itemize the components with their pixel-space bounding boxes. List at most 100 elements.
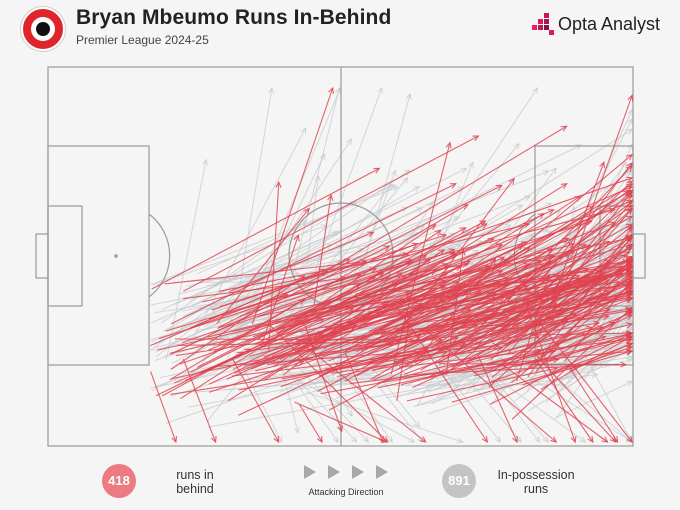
run-in-behind-arrow bbox=[502, 261, 634, 347]
run-in-behind-arrow bbox=[334, 271, 449, 315]
run-in-behind-arrow bbox=[291, 308, 472, 357]
run-in-behind-arrow bbox=[259, 234, 300, 350]
attacking-direction-label: Attacking Direction bbox=[308, 487, 384, 497]
run-in-behind-arrow bbox=[535, 358, 594, 444]
run-in-behind-arrow bbox=[328, 251, 576, 362]
run-in-behind-arrow bbox=[553, 342, 634, 373]
brentford-crest-icon bbox=[21, 7, 65, 51]
run-in-behind-arrow bbox=[291, 220, 487, 325]
page-title: Bryan Mbeumo Runs In-Behind bbox=[76, 6, 392, 29]
run-in-behind-arrow bbox=[183, 135, 480, 292]
play-arrow-icon bbox=[328, 465, 340, 479]
run-in-behind-arrow bbox=[151, 167, 381, 290]
run-in-behind-arrow bbox=[450, 322, 634, 368]
in-possession-label: In-possession runs bbox=[497, 468, 575, 496]
run-in-behind-arrow bbox=[567, 364, 619, 444]
run-in-behind-arrow bbox=[252, 279, 447, 338]
run-in-behind-arrow bbox=[501, 236, 634, 313]
run-in-behind-arrow bbox=[204, 272, 404, 373]
in-possession-run-arrow bbox=[188, 127, 307, 347]
run-in-behind-arrow bbox=[277, 282, 400, 334]
runs-in-behind-count: 418 bbox=[102, 464, 136, 498]
run-in-behind-arrow bbox=[208, 326, 331, 385]
in-possession-run-arrow bbox=[294, 377, 416, 443]
run-in-behind-arrow bbox=[387, 177, 515, 347]
run-in-behind-arrow bbox=[425, 264, 548, 332]
run-in-behind-arrow bbox=[457, 294, 545, 334]
run-in-behind-arrow bbox=[231, 351, 421, 377]
run-in-behind-arrow bbox=[393, 195, 582, 318]
run-in-behind-arrow bbox=[216, 207, 310, 325]
pitch bbox=[35, 66, 646, 447]
run-in-behind-arrow bbox=[190, 258, 351, 329]
run-in-behind-arrow bbox=[295, 264, 609, 323]
run-in-behind-arrow bbox=[399, 336, 634, 368]
run-in-behind-arrow bbox=[413, 242, 634, 307]
run-in-behind-arrow bbox=[215, 342, 500, 367]
run-in-behind-arrow bbox=[445, 248, 554, 304]
run-in-behind-arrow bbox=[367, 336, 459, 364]
run-in-behind-arrow bbox=[165, 293, 289, 332]
run-in-behind-arrow bbox=[462, 153, 633, 297]
run-in-behind-arrow bbox=[298, 404, 323, 444]
in-possession-count: 891 bbox=[442, 464, 476, 498]
run-in-behind-arrow bbox=[479, 180, 633, 328]
run-in-behind-arrow bbox=[197, 276, 377, 368]
direction-arrows bbox=[304, 465, 388, 479]
run-in-behind-arrow bbox=[505, 306, 632, 331]
run-in-behind-arrow bbox=[326, 125, 568, 272]
left-penalty-arc bbox=[148, 213, 171, 298]
legend: 418 runs in behind Attacking Direction 8… bbox=[0, 455, 680, 510]
run-in-behind-arrow bbox=[390, 141, 452, 375]
run-in-behind-arrow bbox=[208, 360, 305, 393]
run-in-behind-arrow bbox=[445, 248, 466, 376]
brand-logo: Opta Analyst bbox=[532, 12, 667, 38]
left-penalty-area bbox=[47, 145, 150, 366]
header: Bryan Mbeumo Runs In-Behind Premier Leag… bbox=[0, 0, 680, 60]
play-arrow-icon bbox=[376, 465, 388, 479]
left-goal bbox=[35, 233, 49, 279]
run-in-behind-arrow bbox=[211, 233, 448, 311]
in-possession-run-arrow bbox=[286, 86, 383, 350]
run-in-behind-arrow bbox=[228, 231, 375, 293]
run-in-behind-arrow bbox=[490, 331, 634, 383]
in-possession-run-arrow bbox=[161, 219, 308, 324]
in-possession-run-arrow bbox=[234, 170, 550, 295]
run-in-behind-arrow bbox=[436, 322, 543, 349]
in-possession-runs bbox=[149, 86, 634, 444]
run-in-behind-arrow bbox=[283, 258, 432, 376]
in-possession-run-arrow bbox=[165, 158, 209, 361]
run-in-behind-arrow bbox=[332, 269, 504, 325]
run-in-behind-arrow bbox=[371, 207, 616, 274]
run-in-behind-arrow bbox=[522, 311, 634, 359]
run-in-behind-arrow bbox=[303, 344, 427, 443]
run-in-behind-arrow bbox=[238, 341, 396, 416]
run-in-behind-arrow bbox=[268, 180, 282, 351]
in-possession-run-arrow bbox=[306, 391, 464, 444]
run-in-behind-arrow bbox=[426, 330, 558, 443]
in-possession-run-arrow bbox=[308, 144, 583, 279]
run-in-behind-arrow bbox=[370, 323, 468, 380]
run-in-behind-arrow bbox=[563, 94, 634, 287]
opta-logo-icon bbox=[532, 13, 554, 35]
run-in-behind-arrow bbox=[492, 275, 634, 372]
run-in-behind-arrow bbox=[489, 296, 634, 325]
left-penalty-spot bbox=[114, 254, 118, 258]
run-in-behind-arrow bbox=[171, 183, 457, 325]
runs-in-behind-label: runs in behind bbox=[176, 468, 214, 496]
run-in-behind-arrow bbox=[180, 283, 361, 400]
right-goal bbox=[632, 233, 646, 279]
in-possession-run-arrow bbox=[377, 385, 424, 443]
run-in-behind-arrow bbox=[535, 354, 617, 443]
run-in-behind-arrow bbox=[150, 371, 178, 444]
run-in-behind-arrow bbox=[365, 229, 442, 283]
run-in-behind-arrow bbox=[537, 319, 633, 444]
page-subtitle: Premier League 2024-25 bbox=[76, 33, 209, 47]
run-in-behind-arrow bbox=[342, 281, 460, 354]
in-possession-run-arrow bbox=[198, 138, 353, 369]
run-in-behind-arrow bbox=[278, 223, 437, 334]
run-in-behind-arrow bbox=[412, 363, 578, 376]
run-in-behind-arrow bbox=[232, 358, 280, 444]
brand-name: Opta Analyst bbox=[558, 14, 661, 34]
run-in-behind-arrow bbox=[531, 283, 631, 327]
